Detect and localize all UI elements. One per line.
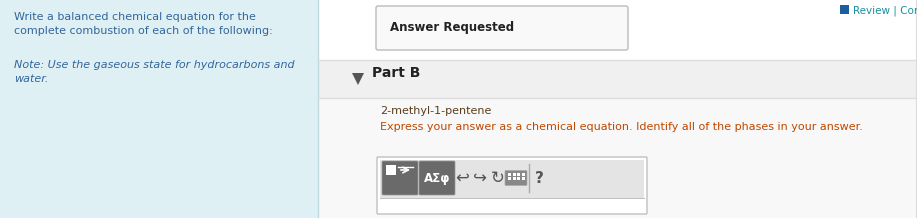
Text: ΑΣφ: ΑΣφ: [424, 172, 450, 184]
Text: Note: Use the gaseous state for hydrocarbons and
water.: Note: Use the gaseous state for hydrocar…: [14, 60, 294, 84]
Text: 2-methyl-1-pentene: 2-methyl-1-pentene: [380, 106, 492, 116]
Text: ↪: ↪: [473, 169, 487, 187]
Text: Express your answer as a chemical equation. Identify all of the phases in your a: Express your answer as a chemical equati…: [380, 122, 863, 132]
Text: ↻: ↻: [492, 169, 505, 187]
FancyBboxPatch shape: [380, 160, 644, 198]
FancyBboxPatch shape: [522, 173, 525, 175]
FancyBboxPatch shape: [0, 0, 318, 218]
Text: Part B: Part B: [372, 66, 420, 80]
FancyBboxPatch shape: [522, 177, 525, 179]
FancyBboxPatch shape: [517, 177, 520, 179]
Text: ?: ?: [535, 170, 544, 186]
Text: Write a balanced chemical equation for the
complete combustion of each of the fo: Write a balanced chemical equation for t…: [14, 12, 272, 36]
FancyBboxPatch shape: [377, 157, 647, 214]
FancyBboxPatch shape: [505, 170, 527, 186]
FancyBboxPatch shape: [517, 173, 520, 175]
FancyBboxPatch shape: [508, 173, 511, 175]
FancyBboxPatch shape: [513, 177, 515, 179]
Text: Answer Requested: Answer Requested: [390, 22, 514, 34]
FancyBboxPatch shape: [376, 6, 628, 50]
Polygon shape: [352, 73, 364, 85]
FancyBboxPatch shape: [386, 165, 396, 175]
Text: Review | Consta: Review | Consta: [853, 6, 917, 17]
FancyBboxPatch shape: [318, 98, 917, 218]
FancyBboxPatch shape: [840, 5, 849, 14]
FancyBboxPatch shape: [318, 60, 917, 98]
FancyBboxPatch shape: [513, 173, 515, 175]
FancyBboxPatch shape: [419, 161, 455, 195]
FancyBboxPatch shape: [382, 161, 418, 195]
FancyBboxPatch shape: [508, 177, 511, 179]
Text: ↩: ↩: [455, 169, 469, 187]
